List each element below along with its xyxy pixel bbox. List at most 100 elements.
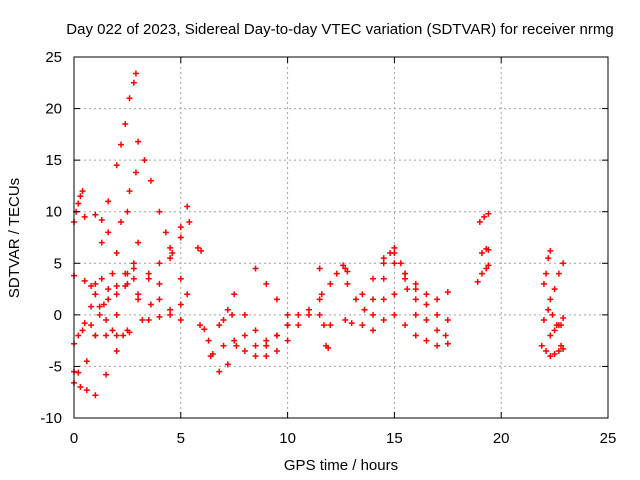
- data-point: [295, 322, 302, 329]
- data-point: [252, 265, 259, 272]
- data-point: [122, 270, 129, 277]
- data-point: [124, 208, 131, 215]
- data-point: [177, 234, 184, 241]
- data-point: [551, 327, 558, 334]
- chart-title: Day 022 of 2023, Sidereal Day-to-day VTE…: [66, 21, 613, 38]
- data-point: [252, 353, 259, 360]
- data-point: [135, 296, 142, 303]
- data-point: [162, 229, 169, 236]
- data-point: [135, 239, 142, 246]
- data-point: [241, 311, 248, 318]
- data-point: [558, 322, 565, 329]
- data-point: [547, 353, 554, 360]
- data-point: [318, 291, 325, 298]
- data-point: [485, 210, 492, 217]
- data-point: [316, 296, 323, 303]
- data-point: [545, 255, 552, 262]
- data-point: [551, 286, 558, 293]
- data-point: [478, 249, 485, 256]
- data-point: [224, 306, 231, 313]
- series-arc-1: [71, 188, 86, 226]
- data-point: [88, 303, 95, 310]
- data-point: [333, 270, 340, 277]
- data-point: [122, 121, 129, 128]
- series-arc-28: [476, 210, 492, 226]
- data-point: [284, 322, 291, 329]
- y-tick-label: -5: [49, 358, 62, 375]
- data-point: [380, 275, 387, 282]
- data-point: [547, 247, 554, 254]
- data-point: [105, 229, 112, 236]
- data-point: [263, 337, 270, 344]
- data-point: [109, 270, 116, 277]
- data-point: [404, 286, 411, 293]
- data-point: [220, 317, 227, 324]
- data-point: [252, 327, 259, 334]
- data-point: [113, 332, 120, 339]
- data-point: [147, 301, 154, 308]
- data-point: [284, 337, 291, 344]
- data-point: [96, 303, 103, 310]
- y-tick-label: 5: [54, 255, 62, 272]
- data-point: [380, 260, 387, 267]
- data-point: [92, 280, 99, 287]
- data-point: [555, 347, 562, 354]
- y-tick-label: 20: [45, 101, 62, 118]
- series-arc-13: [139, 219, 193, 324]
- series-arc-33: [540, 306, 565, 349]
- data-point: [145, 270, 152, 277]
- data-point: [485, 262, 492, 269]
- data-point: [412, 286, 419, 293]
- data-point: [412, 280, 419, 287]
- data-point: [284, 311, 291, 318]
- data-point: [145, 317, 152, 324]
- data-point: [543, 270, 550, 277]
- data-point: [98, 275, 105, 282]
- data-point: [434, 327, 441, 334]
- data-point: [156, 296, 163, 303]
- series-arc-25: [342, 311, 451, 349]
- data-point: [220, 342, 227, 349]
- series-arc-21: [316, 265, 332, 351]
- x-tick-label: 20: [493, 430, 510, 447]
- x-tick-label: 5: [177, 430, 185, 447]
- data-point: [361, 306, 368, 313]
- data-point: [543, 347, 550, 354]
- data-point: [241, 332, 248, 339]
- data-point: [117, 219, 124, 226]
- data-point: [551, 351, 558, 358]
- data-point: [444, 317, 451, 324]
- data-point: [216, 368, 223, 375]
- series-arc-9: [92, 265, 137, 339]
- data-point: [103, 371, 110, 378]
- data-point: [83, 387, 90, 394]
- series-arc-16: [207, 332, 291, 375]
- data-point: [316, 265, 323, 272]
- series-arc-30: [474, 262, 492, 285]
- data-point: [113, 347, 120, 354]
- data-point: [241, 347, 248, 354]
- x-tick-label: 15: [386, 430, 403, 447]
- data-point: [402, 322, 409, 329]
- data-point: [305, 311, 312, 318]
- data-point: [474, 278, 481, 285]
- data-point: [100, 301, 107, 308]
- axis-ticks: [73, 56, 609, 419]
- data-point: [184, 203, 191, 210]
- data-point: [105, 198, 112, 205]
- data-point: [167, 255, 174, 262]
- data-point: [560, 345, 567, 352]
- plot-frame: [73, 56, 609, 419]
- data-point: [113, 249, 120, 256]
- y-tick-label: -10: [40, 410, 62, 427]
- data-point: [126, 329, 133, 336]
- data-point: [423, 317, 430, 324]
- data-point: [442, 332, 449, 339]
- data-point: [481, 213, 488, 220]
- series-arc-11: [124, 208, 184, 324]
- data-point: [224, 361, 231, 368]
- data-point: [423, 291, 430, 298]
- data-point: [167, 244, 174, 251]
- data-point: [81, 277, 88, 284]
